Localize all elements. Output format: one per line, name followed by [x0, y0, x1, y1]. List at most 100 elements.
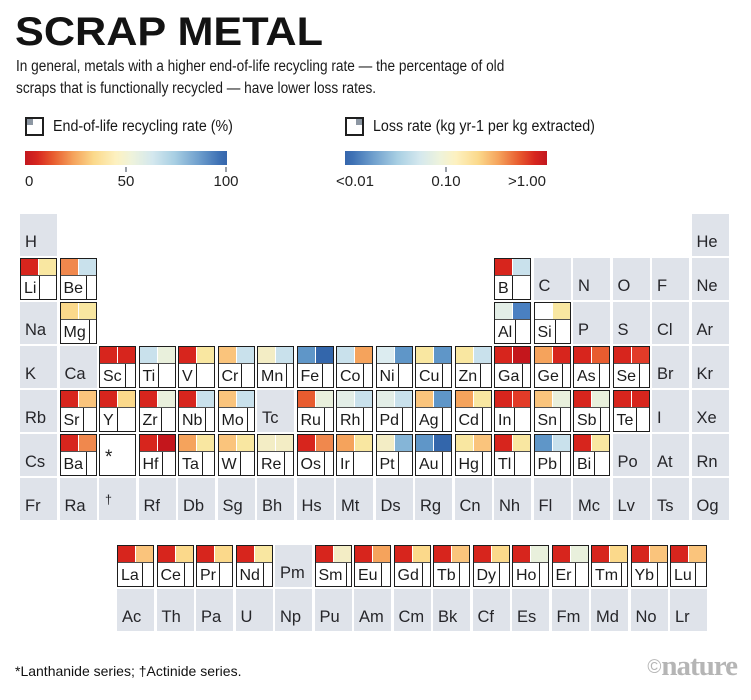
cell-as: As — [573, 346, 610, 388]
recycling-rate-swatch — [258, 435, 275, 451]
element-symbol-box: Cu — [416, 364, 444, 387]
swatch-pair — [455, 391, 491, 408]
element-symbol: Zr — [142, 412, 158, 429]
swatch-pair — [473, 546, 509, 563]
element-symbol-box: Tl — [495, 452, 516, 475]
element-symbol: Mo — [221, 412, 244, 429]
cell-ru: Ru — [296, 390, 334, 432]
cell-cr: Cr — [217, 346, 255, 388]
cell-ho: Ho — [512, 545, 549, 587]
swatch-pair — [355, 546, 390, 563]
swatch-pair — [534, 303, 570, 320]
recycling-rate-swatch — [574, 391, 591, 407]
element-symbol: Cf — [477, 608, 495, 626]
loss-rate-swatch — [78, 391, 96, 407]
nature-logo: ©nature — [647, 650, 738, 683]
element-symbol-box: Mo — [218, 408, 248, 431]
cell-po: Po — [612, 434, 650, 476]
cell-bi: Bi — [573, 434, 610, 476]
element-symbol-box: Se — [613, 364, 641, 387]
recycling-rate-swatch — [671, 546, 688, 562]
recycling-rate-swatch — [218, 435, 236, 451]
swatch-pair — [574, 435, 609, 452]
cell-empty — [613, 214, 650, 256]
cell-np: Np — [275, 589, 312, 631]
loss-rate-swatch — [473, 347, 491, 363]
element-symbol: Ta — [182, 456, 199, 473]
recycling-rate-swatch — [455, 435, 473, 451]
element-symbol-box: Nb — [179, 408, 207, 431]
loss-rate-swatch — [513, 303, 530, 319]
cell-empty — [178, 258, 215, 300]
element-symbol-box: Tb — [434, 563, 460, 586]
loss-rate-swatch — [254, 546, 272, 562]
cell-gd: Gd — [393, 545, 431, 587]
element-symbol: Po — [617, 453, 638, 471]
element-symbol-box: Er — [552, 563, 576, 586]
swatch-pair — [100, 347, 135, 364]
cell-c: C — [533, 258, 571, 300]
loss-rate-swatch — [197, 347, 214, 363]
cell-empty — [257, 214, 294, 256]
loss-rate-swatch — [39, 259, 56, 275]
recycling-rate-swatch — [552, 546, 570, 562]
element-symbol: He — [696, 233, 718, 251]
element-symbol: Te — [616, 412, 634, 429]
loss-rate-swatch — [236, 435, 254, 451]
element-symbol: Og — [696, 497, 719, 515]
copyright-icon: © — [647, 657, 662, 678]
recycling-rate-swatch — [455, 347, 473, 363]
swatch-pair — [258, 347, 293, 364]
recycling-tick-0: 0 — [25, 173, 34, 190]
cell-te: Te — [612, 390, 650, 432]
cell-th: Th — [156, 589, 194, 631]
swatch-pair — [613, 391, 649, 408]
cell-ce: Ce — [156, 545, 194, 587]
element-symbol: Se — [616, 368, 637, 385]
element-symbol-box: Co — [337, 364, 365, 387]
element-symbol-box: Lu — [671, 563, 696, 586]
element-symbol: Pm — [280, 564, 305, 582]
swatch-pair — [337, 435, 372, 452]
element-symbol: Y — [103, 412, 114, 429]
element-symbol: Rf — [143, 497, 161, 515]
element-symbol-box: Pd — [376, 408, 404, 431]
loss-rate-swatch — [649, 546, 667, 562]
element-symbol: Hf — [142, 456, 159, 473]
cell-og: Og — [691, 478, 729, 520]
element-symbol: Fm — [556, 608, 581, 626]
cell-sb: Sb — [573, 390, 610, 432]
element-symbol-box: Mn — [258, 364, 288, 387]
element-symbol: Ds — [380, 497, 401, 515]
swatch-pair — [513, 546, 548, 563]
loss-rate-swatch — [157, 347, 175, 363]
cell-empty — [376, 302, 413, 344]
swatch-pair — [218, 435, 254, 452]
cell-sc: Sc — [99, 346, 136, 388]
recycling-rate-swatch — [434, 546, 451, 562]
element-symbol: La — [121, 567, 139, 584]
element-symbol: Co — [340, 368, 361, 385]
element-symbol: I — [657, 409, 662, 427]
swatch-pair — [613, 347, 649, 364]
loss-rate-swatch — [394, 435, 412, 451]
swatch-pair — [534, 435, 570, 452]
recycling-rate-swatch — [534, 303, 552, 319]
element-symbol: Ti — [142, 368, 156, 385]
recycling-rate-swatch — [60, 391, 78, 407]
legend-recycling-label: End-of-life recycling rate (%) — [53, 117, 233, 135]
swatch-pair — [157, 546, 193, 563]
recycling-rate-swatch — [179, 435, 196, 451]
element-symbol: Hs — [301, 497, 322, 515]
element-symbol: B — [498, 280, 509, 297]
loss-rate-swatch — [552, 435, 570, 451]
element-symbol: P — [578, 321, 590, 339]
swatch-pair — [60, 259, 96, 276]
recycling-rate-swatch — [337, 435, 354, 451]
element-symbol: Db — [183, 497, 205, 515]
element-symbol-box: Yb — [631, 563, 659, 586]
cell-al: Al — [494, 302, 531, 344]
swatch-pair — [258, 435, 293, 452]
loss-rate-swatch — [491, 546, 509, 562]
element-symbol: Bi — [577, 456, 592, 473]
